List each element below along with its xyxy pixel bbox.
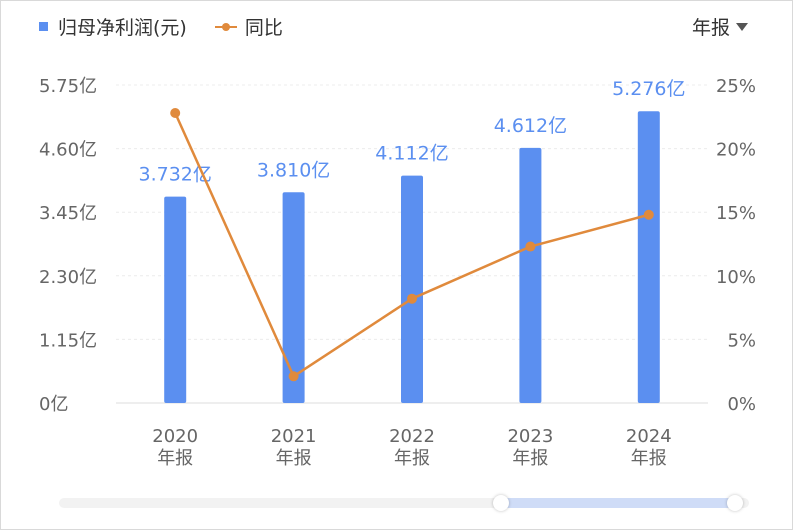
x-tick-label: 年报 — [631, 448, 667, 469]
legend-label-net-profit: 归母净利润(元) — [58, 17, 187, 39]
bar — [282, 192, 305, 403]
x-tick-label: 年报 — [512, 448, 548, 469]
y-left-tick-label: 0亿 — [39, 394, 68, 415]
bar-series-swatch — [39, 22, 48, 31]
x-tick-label: 年报 — [394, 448, 430, 469]
x-tick-label: 年报 — [157, 448, 193, 469]
y-right-tick-label: 15% — [716, 203, 756, 224]
yoy-point — [407, 293, 417, 304]
bar-value-label: 4.112亿 — [375, 143, 448, 165]
scrollbar-right-handle[interactable] — [727, 495, 744, 511]
y-left-tick-label: 4.60亿 — [39, 140, 97, 161]
y-left-tick-label: 2.30亿 — [39, 267, 97, 288]
x-tick-label: 2022 — [389, 426, 435, 447]
period-dropdown-label: 年报 — [691, 17, 730, 39]
x-tick-label: 2021 — [271, 426, 317, 447]
y-right-tick-label: 25% — [716, 76, 756, 97]
scrollbar-left-handle[interactable] — [492, 495, 509, 511]
yoy-point — [643, 209, 654, 220]
caret-down-icon — [736, 22, 748, 31]
y-right-tick-label: 5% — [727, 330, 756, 351]
bar-value-label: 3.732亿 — [138, 164, 211, 186]
bar-value-label: 3.810亿 — [257, 159, 330, 181]
yoy-point — [170, 107, 181, 118]
legend-item-net-profit[interactable]: 归母净利润(元) — [39, 13, 187, 40]
x-tick-label: 2020 — [152, 426, 198, 447]
scrollbar-track — [59, 498, 749, 508]
bar — [637, 111, 660, 403]
y-left-tick-label: 1.15亿 — [39, 330, 97, 351]
bar-value-label: 5.276亿 — [612, 78, 685, 100]
y-right-tick-label: 20% — [716, 140, 756, 161]
legend-item-yoy[interactable]: 同比 — [214, 13, 283, 40]
legend-label-yoy: 同比 — [244, 17, 283, 39]
y-right-tick-label: 10% — [716, 267, 756, 288]
y-left-tick-label: 3.45亿 — [39, 203, 97, 224]
bar — [519, 147, 542, 403]
scrollbar-selection[interactable] — [500, 498, 736, 508]
yoy-point — [288, 371, 299, 382]
line-series-swatch — [214, 21, 237, 33]
yoy-point — [525, 241, 536, 252]
x-tick-label: 2024 — [626, 426, 672, 447]
bar — [164, 196, 187, 403]
x-tick-label: 2023 — [507, 426, 553, 447]
legend: 归母净利润(元) 同比 — [39, 13, 311, 40]
bar — [401, 175, 423, 403]
range-scrollbar[interactable] — [59, 495, 749, 511]
bar-value-label: 4.612亿 — [494, 115, 567, 137]
y-right-tick-label: 0% — [727, 394, 756, 415]
y-left-tick-label: 5.75亿 — [39, 76, 97, 97]
period-dropdown[interactable]: 年报 — [692, 13, 748, 40]
x-tick-label: 年报 — [276, 448, 312, 469]
